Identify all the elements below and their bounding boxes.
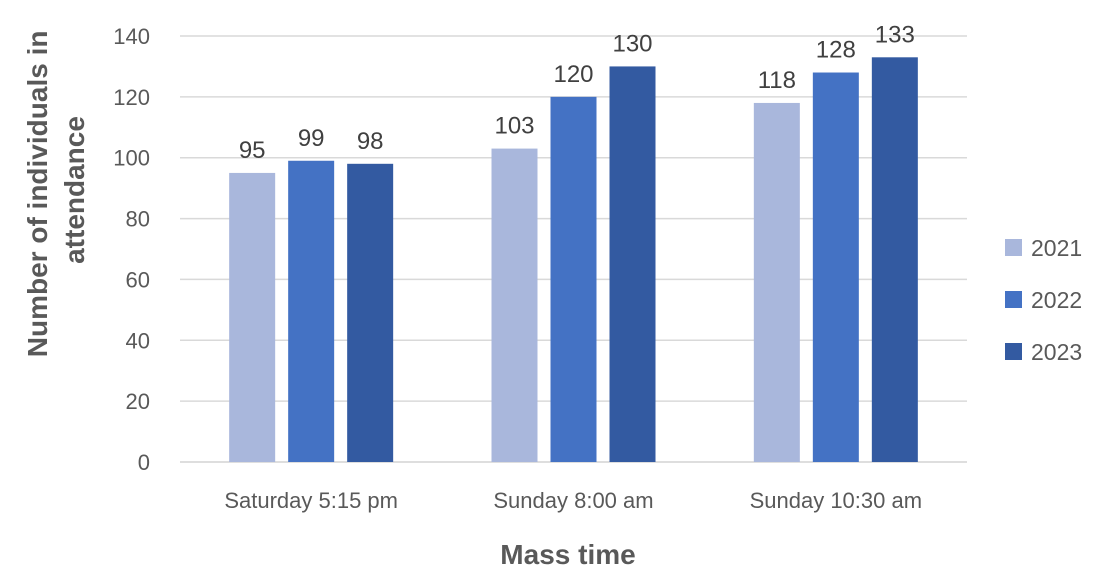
data-labels: 95 99 98 103 120 130 118 128 133: [239, 21, 915, 164]
data-label: 99: [298, 125, 325, 152]
bar-2021-3: [753, 102, 800, 462]
data-label: 103: [494, 113, 534, 140]
y-axis-title-line-2: attendance: [59, 116, 90, 264]
x-axis-title: Mass time: [500, 539, 635, 570]
legend-swatch-2021: [1005, 239, 1022, 256]
bar-2022-3: [812, 72, 859, 462]
x-tick-label: Sunday 8:00 am: [493, 488, 653, 513]
x-tick-label: Sunday 10:30 am: [750, 488, 922, 513]
legend-swatch-2022: [1005, 291, 1022, 308]
y-tick-label: 40: [126, 328, 150, 353]
data-label: 130: [612, 30, 652, 57]
y-tick-label: 140: [113, 24, 150, 49]
y-tick-label: 60: [126, 267, 150, 292]
data-label: 98: [357, 128, 384, 155]
bar-2023-1: [347, 163, 394, 463]
legend-label: 2021: [1031, 235, 1082, 261]
bars: [229, 57, 918, 463]
bar-2021-1: [229, 172, 276, 462]
y-tick-label: 120: [113, 85, 150, 110]
legend-label: 2023: [1031, 339, 1082, 365]
y-axis-title-line-1: Number of individuals in: [22, 31, 53, 358]
legend-label: 2022: [1031, 287, 1082, 313]
data-label: 118: [758, 67, 796, 94]
y-tick-label: 20: [126, 389, 150, 414]
data-label: 128: [816, 37, 856, 64]
y-axis-ticks: 0 20 40 60 80 100 120 140: [113, 24, 150, 475]
x-tick-label: Saturday 5:15 pm: [224, 488, 398, 513]
legend: 2021 2022 2023: [1005, 235, 1082, 365]
x-axis-ticks: Saturday 5:15 pm Sunday 8:00 am Sunday 10:…: [224, 488, 922, 513]
data-label: 95: [239, 137, 266, 164]
bar-2023-3: [871, 57, 918, 463]
bar-2022-1: [288, 160, 335, 462]
y-tick-label: 100: [113, 146, 150, 171]
legend-swatch-2023: [1005, 343, 1022, 360]
bar-2023-2: [609, 66, 656, 462]
data-label: 120: [553, 61, 593, 88]
y-axis-title: Number of individuals in attendance: [22, 23, 90, 357]
bar-2022-2: [550, 96, 597, 462]
bar-2021-2: [491, 148, 538, 463]
y-tick-label: 80: [126, 207, 150, 232]
y-tick-label: 0: [138, 450, 150, 475]
data-label: 133: [875, 21, 915, 48]
